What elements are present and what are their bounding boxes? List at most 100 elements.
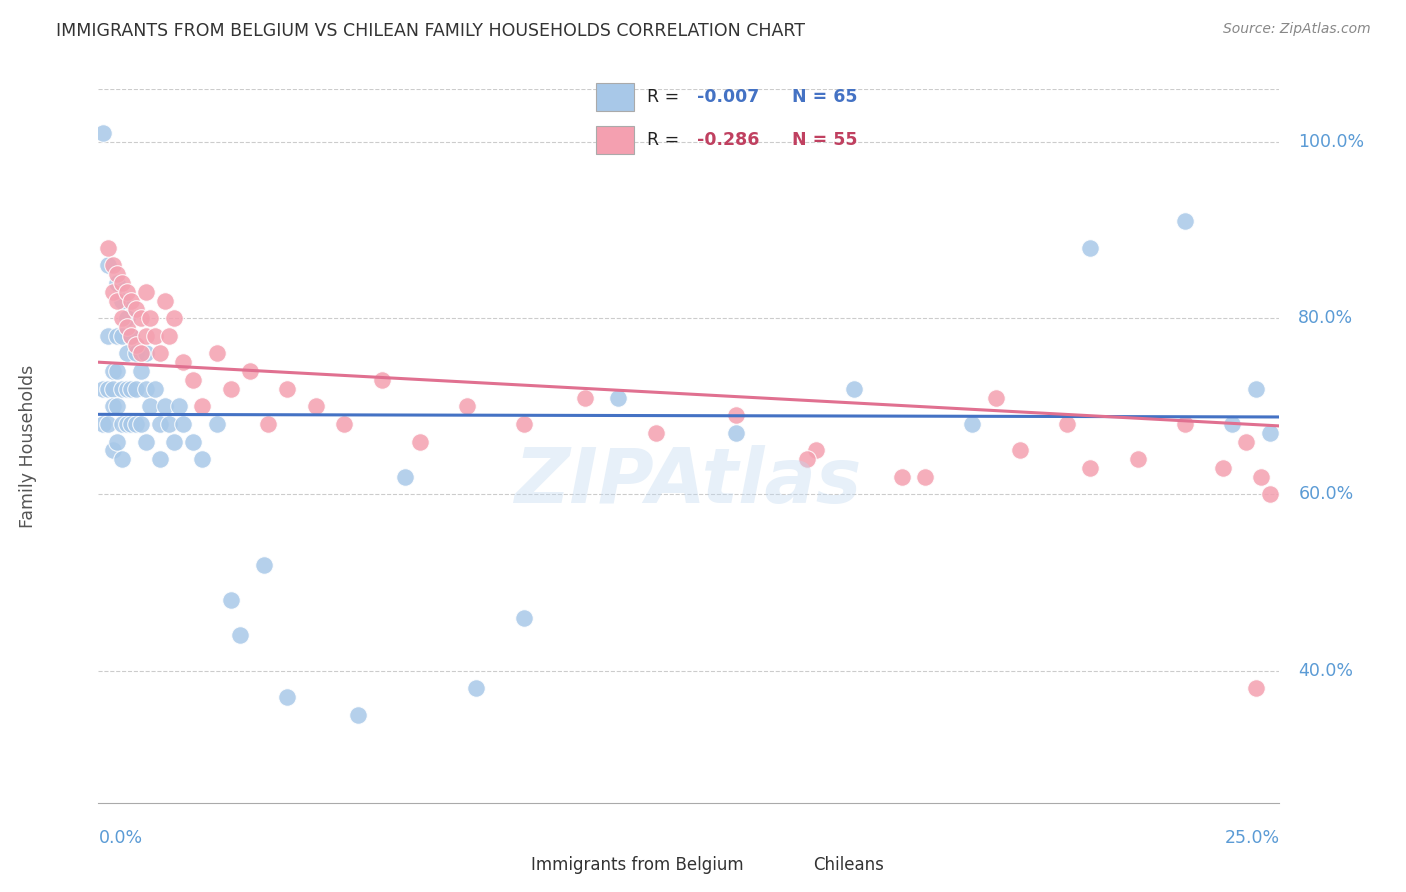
Text: Family Households: Family Households [18,364,37,528]
Point [219,382,242,396]
Point [512,611,534,625]
Point [163,311,186,326]
Point [205,417,228,431]
Point [97,329,120,343]
Point [219,593,242,607]
Text: 60.0%: 60.0% [1298,485,1354,503]
Text: R =: R = [647,131,685,149]
Point [1250,470,1272,484]
Text: N = 65: N = 65 [793,87,858,105]
Point [1008,443,1031,458]
Point [121,329,143,343]
Point [125,417,148,431]
Text: -0.007: -0.007 [697,87,759,105]
Point [115,346,138,360]
Point [143,382,166,396]
Point [111,417,134,431]
Point [725,408,748,422]
Point [181,434,204,449]
Text: 100.0%: 100.0% [1298,133,1364,151]
Point [229,628,252,642]
Point [394,470,416,484]
Point [135,382,157,396]
Text: Immigrants from Belgium: Immigrants from Belgium [531,856,744,874]
Point [115,311,138,326]
Point [121,293,143,308]
Text: 80.0%: 80.0% [1298,310,1354,327]
Point [725,425,748,440]
Point [101,259,124,273]
Text: Source: ZipAtlas.com: Source: ZipAtlas.com [1223,22,1371,37]
Point [91,126,114,140]
Point [1258,487,1281,501]
Point [129,311,152,326]
Point [574,391,596,405]
Point [111,276,134,290]
Point [105,276,128,290]
Point [149,452,172,467]
Point [121,329,143,343]
Point [125,382,148,396]
Point [1244,681,1267,696]
Point [1056,417,1078,431]
Point [181,373,204,387]
Point [105,364,128,378]
Point [101,443,124,458]
Point [607,391,630,405]
Point [129,417,152,431]
Point [644,425,666,440]
Point [135,346,157,360]
Point [135,329,157,343]
Point [101,382,124,396]
Point [512,417,534,431]
Point [121,382,143,396]
Point [105,329,128,343]
Text: 25.0%: 25.0% [1225,830,1279,847]
Point [139,311,162,326]
Point [157,329,180,343]
Text: 0.0%: 0.0% [98,830,142,847]
Point [97,382,120,396]
Point [97,417,120,431]
Point [129,346,152,360]
Point [129,364,152,378]
Point [276,382,298,396]
Point [105,400,128,414]
Point [115,320,138,334]
Point [253,558,276,572]
Point [172,417,194,431]
Point [125,337,148,351]
Point [149,417,172,431]
Text: R =: R = [647,87,685,105]
FancyBboxPatch shape [596,126,634,153]
Text: -0.286: -0.286 [697,131,759,149]
Point [125,346,148,360]
Point [149,346,172,360]
Point [115,382,138,396]
Point [111,329,134,343]
Point [125,302,148,317]
Point [914,470,936,484]
Point [135,434,157,449]
Point [408,434,430,449]
Point [163,434,186,449]
Point [105,434,128,449]
Point [97,241,120,255]
Point [101,400,124,414]
Point [101,364,124,378]
FancyBboxPatch shape [596,83,634,111]
Point [347,707,370,722]
Point [371,373,394,387]
Point [115,285,138,299]
Point [1126,452,1149,467]
Text: N = 55: N = 55 [793,131,858,149]
Point [101,285,124,299]
Point [1080,241,1102,255]
Point [111,311,134,326]
Point [456,400,478,414]
Point [139,400,162,414]
Point [105,293,128,308]
Point [465,681,488,696]
Point [191,452,214,467]
Point [157,417,180,431]
